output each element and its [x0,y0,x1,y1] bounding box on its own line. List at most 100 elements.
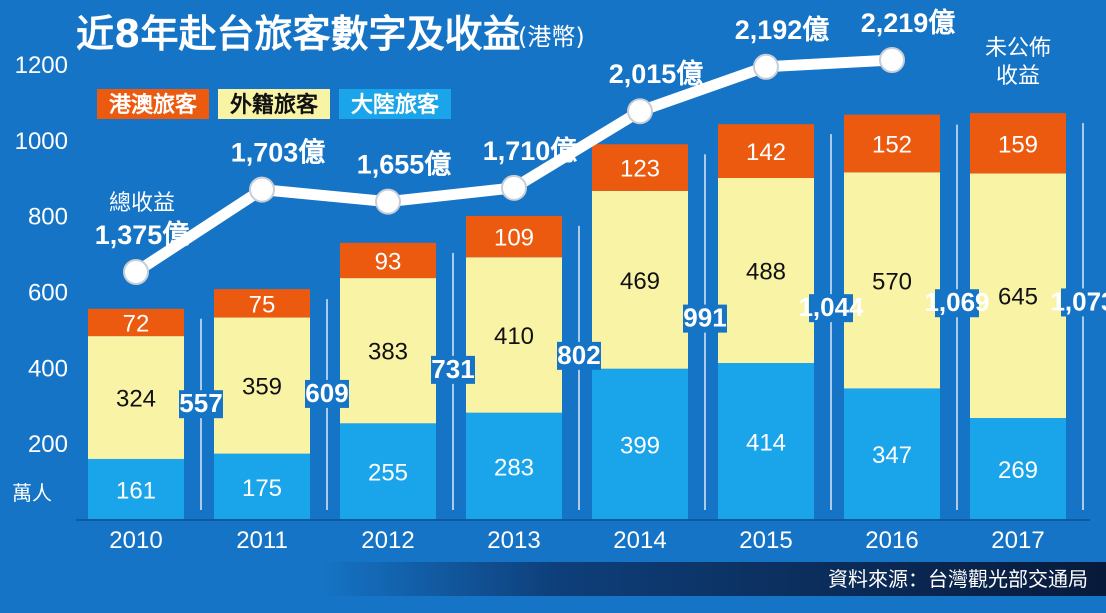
y-tick-label: 600 [28,280,68,307]
bar-segment-hk_macau [970,113,1066,174]
total-label: 1,073 [1050,286,1106,316]
total-label-bg [1061,288,1105,317]
legend-label-hk-macau: 港澳旅客 [109,92,198,118]
chart-title-unit: (港幣) [518,23,585,51]
data-label-mainland: 255 [368,460,408,487]
data-label-foreign: 645 [998,284,1038,311]
y-axis: 200 400 600 800 1000 1200 [15,52,68,458]
data-label-foreign: 359 [242,374,282,401]
total-label-bg [305,379,349,408]
revenue-label: 1,375億 [95,220,190,250]
x-tick-label: 2010 [109,527,162,554]
bar-segment-mainland [88,458,184,520]
data-label-mainland: 283 [494,454,534,481]
data-label-mainland: 399 [620,432,660,459]
data-label-hk_macau: 72 [123,310,150,337]
revenue-note-line1: 未公佈 [985,35,1051,60]
revenue-label: 1,655億 [357,150,452,180]
total-label-bg [809,294,853,323]
data-label-foreign: 383 [368,339,408,366]
bar-segment-mainland [466,412,562,520]
y-tick-label: 200 [28,431,68,458]
total-label: 1,069 [924,287,989,317]
bar-segment-mainland [214,453,310,520]
bar-segment-hk_macau [340,242,436,279]
total-label-bg [431,355,475,384]
revenue-prefix-label: 總收益 [109,190,175,215]
data-label-foreign: 324 [116,386,156,413]
bar-segment-foreign [844,172,940,389]
x-axis: 2010 2011 2012 2013 2014 2015 2016 2017 [109,527,1044,554]
data-label-mainland: 347 [872,442,912,469]
total-label: 731 [431,354,474,384]
x-tick-label: 2012 [361,527,414,554]
total-label-bg [179,390,223,419]
revenue-point [501,174,527,201]
total-label: 557 [179,388,222,418]
legend-label-mainland: 大陸旅客 [351,92,440,118]
revenue-label: 2,015億 [609,59,704,89]
total-label-bg [683,304,727,333]
data-label-foreign: 410 [494,323,534,350]
data-label-hk_macau: 152 [872,131,912,158]
revenue-point [375,188,401,215]
total-label: 802 [557,340,600,370]
revenue-label: 2,192億 [735,15,830,45]
bar-segment-hk_macau [466,215,562,258]
bar-segment-foreign [970,173,1066,419]
data-label-hk_macau: 75 [249,291,276,318]
total-labels: 557 609 731 802 991 1,044 1,069 1,073 [179,123,1106,510]
legend-swatch-foreign [218,89,330,119]
revenue-series: 1,375億 1,703億 1,655億 1,710億 2,015億 2,192億 2,21… [95,8,1051,285]
revenue-point [627,98,653,125]
legend-label-foreign: 外籍旅客 [230,92,319,118]
data-label-hk_macau: 109 [494,225,534,252]
revenue-point [753,53,779,80]
y-tick-label: 800 [28,204,68,231]
data-label-mainland: 269 [998,457,1038,484]
x-tick-label: 2017 [991,527,1044,554]
bars: 161 324 72 175 359 75 255 383 93 283 410 109 399 469 1… [76,113,1090,521]
data-label-mainland: 161 [116,477,156,504]
data-label-hk_macau: 159 [998,131,1038,158]
x-tick-label: 2013 [487,527,540,554]
revenue-label: 2,219億 [861,8,956,38]
data-label-hk_macau: 142 [746,139,786,166]
source-band [320,562,1106,596]
bar-segment-mainland [592,368,688,520]
bar-segment-mainland [340,423,436,520]
y-tick-label: 1000 [15,128,68,155]
revenue-label: 1,710億 [483,136,578,166]
total-label-bg [935,289,979,318]
total-label: 1,044 [798,292,864,322]
bar-segment-mainland [844,388,940,520]
bar-segment-hk_macau [592,144,688,191]
revenue-point [879,47,905,73]
total-label: 609 [305,378,348,408]
y-tick-label: 1200 [15,52,68,79]
revenue-label: 1,703億 [231,138,326,168]
source-note: 資料來源：台灣觀光部交通局 [828,567,1088,591]
legend: 港澳旅客 外籍旅客 大陸旅客 [97,89,451,119]
data-label-hk_macau: 123 [620,156,660,183]
bar-segment-foreign [214,317,310,454]
revenue-note-line2: 收益 [996,63,1040,88]
bar-segment-hk_macau [214,289,310,318]
legend-swatch-hk-macau [97,89,209,119]
y-tick-label: 400 [28,355,68,382]
total-label-bg [557,341,601,370]
bar-segment-hk_macau [718,124,814,178]
bar-segment-foreign [592,190,688,369]
bar-segment-mainland [718,363,814,520]
revenue-point [249,176,275,203]
x-tick-label: 2011 [236,527,288,554]
x-tick-label: 2014 [613,527,666,554]
bar-segment-foreign [718,177,814,364]
x-tick-label: 2016 [865,527,918,554]
data-label-foreign: 570 [872,268,912,295]
bar-segment-foreign [340,278,436,424]
legend-swatch-mainland [339,89,451,119]
x-tick-label: 2015 [739,527,792,554]
bar-segment-foreign [88,336,184,459]
